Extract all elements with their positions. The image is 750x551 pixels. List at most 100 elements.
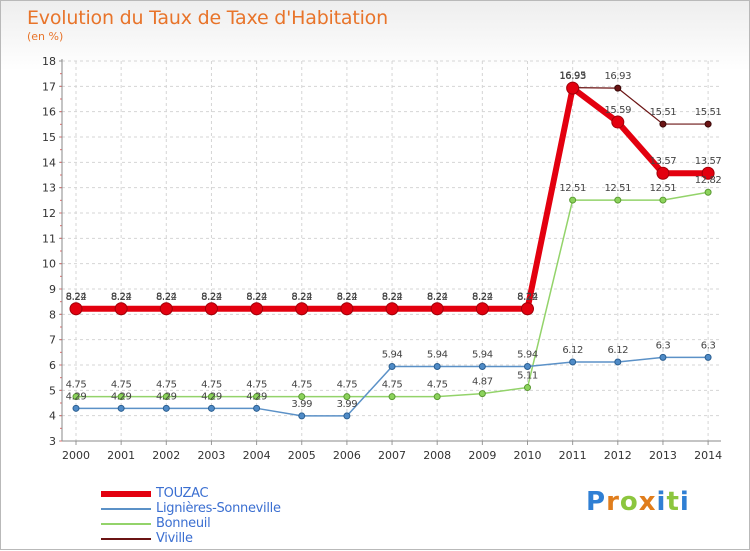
- data-point-touzac: [430, 302, 444, 316]
- data-label-ligni-res-sonneville: 4.29: [66, 391, 87, 402]
- data-label-bonneuil: 4.75: [291, 380, 312, 391]
- data-label-touzac: 8.22: [246, 292, 267, 303]
- y-tick-label: 5: [49, 384, 56, 397]
- data-label-viville: 15.51: [695, 107, 722, 118]
- data-point-bonneuil: [524, 384, 531, 392]
- data-label-touzac: 8.22: [517, 292, 538, 303]
- data-label-bonneuil: 4.75: [382, 380, 403, 391]
- data-point-bonneuil: [117, 393, 125, 401]
- y-tick-label: 7: [49, 334, 56, 347]
- legend-label: Lignières-Sonneville: [156, 501, 281, 516]
- x-tick-label: 2012: [604, 449, 632, 462]
- y-tick-label: 11: [42, 232, 56, 245]
- data-point-touzac: [521, 302, 534, 316]
- data-point-bonneuil: [433, 393, 441, 401]
- data-label-ligni-res-sonneville: 5.94: [382, 350, 403, 361]
- data-point-touzac: [204, 302, 218, 316]
- y-tick-label: 14: [42, 156, 56, 169]
- data-point-ligni-res-sonneville: [569, 358, 577, 366]
- legend-swatch: [101, 523, 151, 525]
- data-label-touzac: 8.22: [472, 292, 493, 303]
- data-point-touzac: [611, 115, 625, 129]
- x-tick-label: 2010: [514, 449, 542, 462]
- data-label-touzac: 13.57: [650, 156, 677, 167]
- data-label-viville: 16.95: [559, 71, 586, 82]
- data-label-bonneuil: 4.75: [111, 380, 132, 391]
- data-label-ligni-res-sonneville: 3.99: [337, 399, 358, 410]
- data-point-touzac: [475, 302, 489, 316]
- data-label-bonneuil: 4.75: [427, 380, 448, 391]
- y-tick-label: 13: [42, 182, 56, 195]
- data-point-bonneuil: [162, 393, 170, 401]
- x-tick-label: 2000: [62, 449, 90, 462]
- logo-letter: P: [586, 487, 607, 517]
- data-label-ligni-res-sonneville: 4.29: [156, 391, 177, 402]
- chart-subtitle: (en %): [27, 30, 64, 43]
- x-tick-label: 2007: [378, 449, 406, 462]
- data-label-ligni-res-sonneville: 4.29: [111, 391, 132, 402]
- y-tick-label: 18: [42, 55, 56, 68]
- data-label-touzac: 8.22: [66, 292, 87, 303]
- data-point-viville: [614, 84, 622, 92]
- x-tick-label: 2001: [107, 449, 135, 462]
- legend-label: TOUZAC: [156, 486, 209, 501]
- y-tick-label: 17: [42, 80, 56, 93]
- y-tick-label: 9: [49, 283, 56, 296]
- data-label-viville: 8.24: [156, 291, 177, 302]
- data-label-viville: 8.24: [201, 291, 222, 302]
- data-label-viville: 8.24: [472, 291, 493, 302]
- data-label-touzac: 8.22: [156, 292, 177, 303]
- data-point-touzac: [385, 302, 399, 316]
- data-point-bonneuil: [478, 390, 486, 398]
- data-point-ligni-res-sonneville: [704, 353, 712, 361]
- logo-letter: o: [619, 487, 639, 517]
- data-point-bonneuil: [704, 188, 712, 196]
- data-label-bonneuil: 12.51: [559, 183, 586, 194]
- data-label-viville: 8.24: [66, 291, 87, 302]
- data-label-viville: 8.24: [382, 291, 403, 302]
- data-point-ligni-res-sonneville: [659, 353, 667, 361]
- data-label-touzac: 8.22: [111, 292, 132, 303]
- x-tick-label: 2009: [468, 449, 496, 462]
- data-label-bonneuil: 4.75: [337, 380, 358, 391]
- data-label-bonneuil: 12.51: [650, 183, 677, 194]
- data-label-touzac: 16.93: [559, 71, 586, 82]
- y-tick-label: 3: [49, 435, 56, 448]
- data-point-bonneuil: [298, 393, 306, 401]
- data-point-ligni-res-sonneville: [614, 358, 622, 366]
- data-label-touzac: 8.22: [201, 292, 222, 303]
- data-label-viville: 8.24: [246, 291, 267, 302]
- data-label-bonneuil: 4.75: [156, 380, 177, 391]
- data-point-bonneuil: [569, 196, 577, 204]
- data-label-bonneuil: 12.82: [695, 175, 722, 186]
- data-point-touzac: [340, 302, 354, 316]
- y-tick-label: 6: [49, 359, 56, 372]
- data-label-ligni-res-sonneville: 5.94: [472, 350, 493, 361]
- x-tick-label: 2005: [288, 449, 316, 462]
- chart-title: Evolution du Taux de Taxe d'Habitation: [27, 7, 388, 29]
- data-point-touzac: [295, 302, 309, 316]
- data-label-touzac: 8.22: [291, 292, 312, 303]
- data-label-touzac: 8.22: [382, 292, 403, 303]
- data-point-touzac: [159, 302, 173, 316]
- data-point-touzac: [656, 166, 670, 180]
- data-point-touzac: [701, 166, 715, 180]
- legend-swatch: [101, 538, 151, 540]
- data-point-ligni-res-sonneville: [478, 363, 486, 371]
- data-point-viville: [704, 120, 712, 128]
- logo-letter: t: [666, 487, 680, 517]
- y-tick-label: 8: [49, 308, 56, 321]
- data-point-ligni-res-sonneville: [388, 363, 396, 371]
- x-tick-label: 2013: [649, 449, 677, 462]
- data-point-touzac: [566, 81, 580, 95]
- proxiti-logo: Proxiti: [586, 487, 690, 517]
- data-label-viville: 8.24: [291, 291, 312, 302]
- data-point-ligni-res-sonneville: [524, 363, 531, 371]
- logo-letter: i: [679, 487, 690, 517]
- data-label-ligni-res-sonneville: 5.94: [517, 350, 538, 361]
- data-point-ligni-res-sonneville: [298, 412, 306, 420]
- data-label-ligni-res-sonneville: 6.3: [701, 340, 716, 351]
- data-point-touzac: [250, 302, 264, 316]
